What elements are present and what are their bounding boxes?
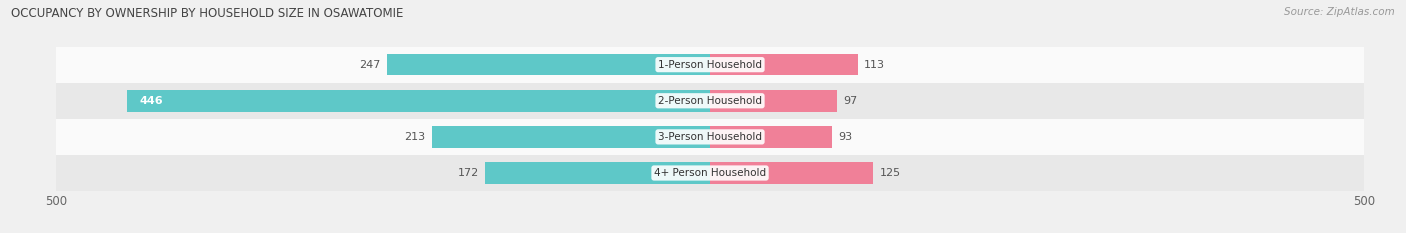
Text: 2-Person Household: 2-Person Household: [658, 96, 762, 106]
Bar: [56, 83, 1364, 119]
Bar: [485, 162, 710, 184]
Bar: [127, 90, 710, 112]
Text: Source: ZipAtlas.com: Source: ZipAtlas.com: [1284, 7, 1395, 17]
Text: 125: 125: [880, 168, 901, 178]
Bar: [710, 162, 873, 184]
Text: 172: 172: [457, 168, 478, 178]
Bar: [56, 155, 1364, 191]
Bar: [710, 54, 858, 75]
Text: 1-Person Household: 1-Person Household: [658, 60, 762, 70]
Text: 213: 213: [404, 132, 425, 142]
Text: 4+ Person Household: 4+ Person Household: [654, 168, 766, 178]
Bar: [387, 54, 710, 75]
Bar: [56, 119, 1364, 155]
Bar: [56, 47, 1364, 83]
Text: 97: 97: [844, 96, 858, 106]
Text: OCCUPANCY BY OWNERSHIP BY HOUSEHOLD SIZE IN OSAWATOMIE: OCCUPANCY BY OWNERSHIP BY HOUSEHOLD SIZE…: [11, 7, 404, 20]
Text: 3-Person Household: 3-Person Household: [658, 132, 762, 142]
Text: 93: 93: [838, 132, 852, 142]
Bar: [710, 126, 831, 148]
Bar: [710, 90, 837, 112]
Text: 446: 446: [141, 96, 163, 106]
Text: 113: 113: [865, 60, 886, 70]
Bar: [432, 126, 710, 148]
Text: 247: 247: [359, 60, 381, 70]
